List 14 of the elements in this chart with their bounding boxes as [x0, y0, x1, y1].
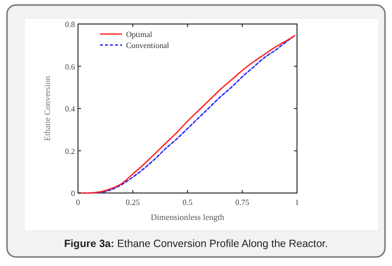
- y-tick-label: 0.8: [65, 20, 75, 29]
- y-tick-label: 0: [71, 189, 75, 198]
- x-tick-label: 0.75: [235, 198, 250, 207]
- legend-label: Optimal: [126, 30, 153, 39]
- x-tick-label: 0.25: [126, 198, 140, 207]
- x-tick-label: 0.5: [182, 198, 192, 207]
- legend-label: Conventional: [126, 41, 170, 50]
- y-tick-label: 0.4: [65, 104, 75, 114]
- x-tick-label: 1: [295, 198, 299, 207]
- x-axis-title: Dimensionless length: [150, 212, 225, 222]
- y-tick-label: 0.6: [65, 62, 75, 72]
- y-axis-title: Ethane Conversion: [42, 75, 52, 141]
- y-tick-label: 0.2: [65, 146, 75, 156]
- text: Figure 3a: Ethane Conversion Profile Along the Reactor.: [64, 238, 328, 250]
